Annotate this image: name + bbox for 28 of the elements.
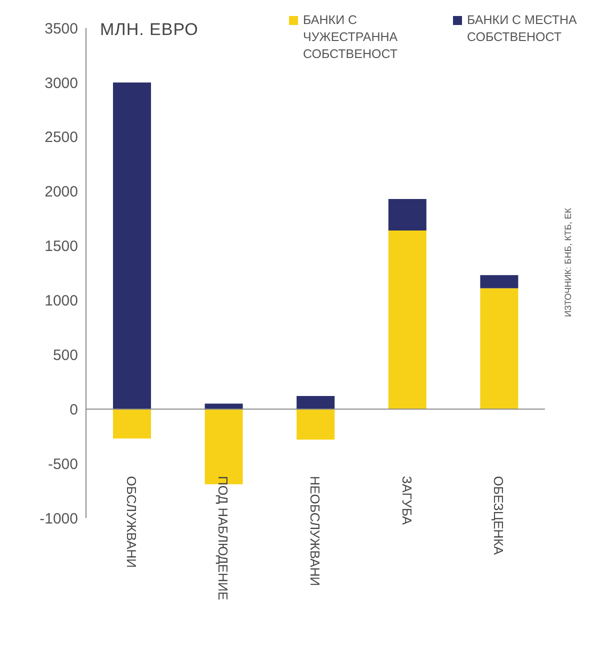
bar [388, 230, 426, 410]
text: ИЗТОЧНИК: БНБ, КТБ, ЕК [563, 208, 573, 318]
y-tick-label: -1000 [40, 510, 78, 528]
y-axis-title: МЛН. ЕВРО [100, 20, 198, 40]
bar [296, 396, 335, 410]
x-tick-label: НЕОБСЛУЖВАНИ [308, 476, 322, 586]
y-tick-label: -500 [48, 456, 78, 473]
y-tick-label: 3500 [44, 20, 78, 38]
bar [388, 198, 426, 231]
x-tick-label: ОБЕЗЦЕНКА [491, 476, 506, 556]
x-tick-label: ЗАГУБА [399, 476, 414, 526]
bar [296, 409, 335, 440]
y-tick-label: 0 [70, 401, 78, 418]
bar [480, 288, 518, 410]
bar [113, 82, 151, 410]
y-tick-label: 3000 [44, 74, 78, 92]
bar [480, 275, 518, 288]
y-tick-label: 500 [52, 346, 78, 364]
y-tick-label: 2000 [44, 184, 78, 201]
x-tick-label: ОБСЛУЖВАНИ [124, 476, 139, 568]
legend-label: БАНКИ С МЕСТНА СОБСТВЕНОСТ [467, 12, 578, 46]
bar [204, 404, 243, 410]
x-tick-label: ПОД НАБЛЮДЕНИЕ [216, 476, 231, 600]
legend-label: БАНКИ С ЧУЖЕСТРАННА СОБСТВЕНОСТ [303, 12, 399, 63]
bar [113, 409, 151, 439]
y-tick-label: 1000 [44, 292, 78, 310]
y-tick-label: 2500 [44, 129, 78, 146]
y-tick-label: 1500 [44, 238, 78, 256]
